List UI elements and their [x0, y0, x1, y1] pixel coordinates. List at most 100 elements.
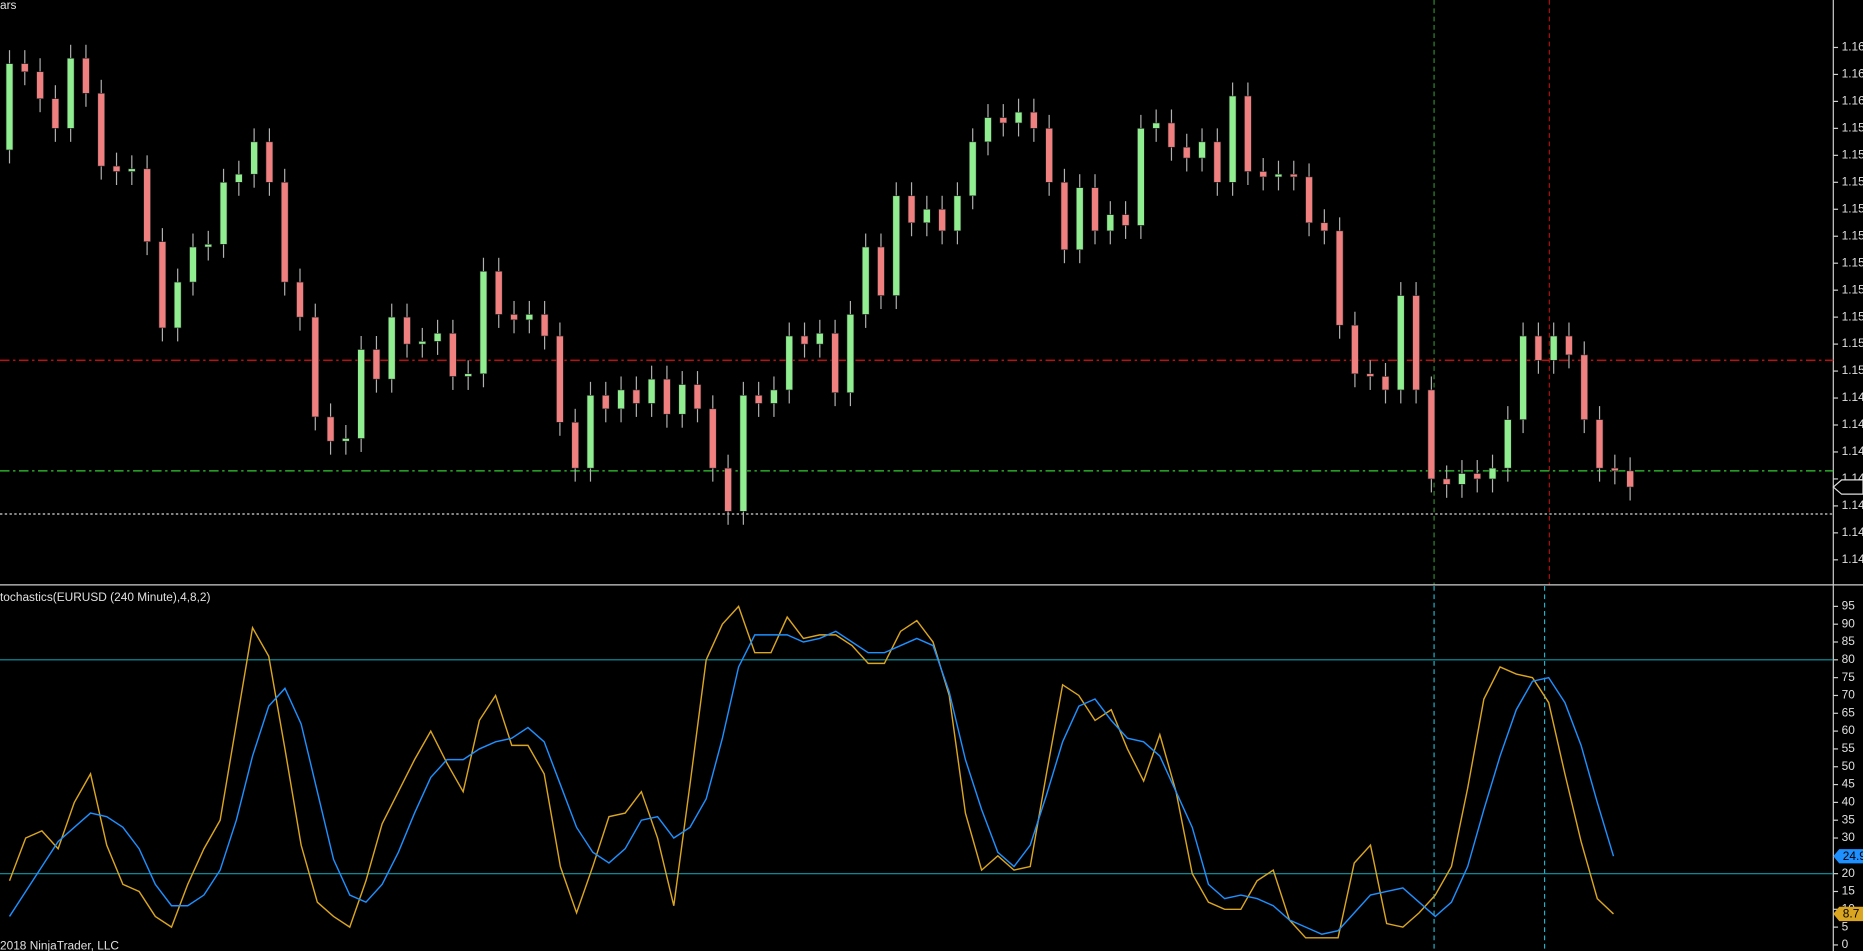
candle-body: [36, 71, 44, 99]
candle-body: [1228, 95, 1237, 183]
y-tick-label: 1.15: [1842, 363, 1863, 377]
y-tick-label: 55: [1842, 741, 1856, 755]
candle-body: [1427, 389, 1436, 480]
candle-body: [663, 378, 671, 415]
candle-body: [999, 117, 1008, 124]
y-tick-label: 1.15: [1842, 228, 1863, 242]
candle-body: [678, 384, 686, 415]
candle-body: [82, 57, 90, 94]
y-tick-label: 65: [1842, 705, 1856, 719]
candle-body: [1381, 376, 1390, 391]
candle-body: [1075, 187, 1084, 251]
last-value-label: 24.9: [1843, 849, 1863, 863]
candle-body: [846, 314, 855, 393]
candle-body: [923, 208, 931, 224]
candle-body: [617, 389, 625, 410]
y-tick-label: 95: [1842, 599, 1856, 613]
candle-body: [1183, 146, 1191, 159]
candle-body: [21, 63, 29, 73]
candle-body: [66, 57, 75, 129]
y-tick-label: 1.15: [1842, 121, 1863, 135]
y-tick-label: 1.14: [1842, 552, 1863, 566]
candle-body: [1351, 324, 1359, 375]
stochastic-line: [8, 630, 1615, 935]
candle-body: [296, 281, 304, 318]
candle-body: [1458, 473, 1466, 485]
candle-body: [510, 314, 518, 321]
candle-body: [158, 241, 167, 329]
y-tick-label: 1.15: [1842, 255, 1863, 269]
candle-body: [1580, 354, 1588, 420]
y-tick-label: 50: [1842, 759, 1856, 773]
candle-body: [97, 93, 105, 167]
candle-body: [357, 349, 365, 439]
candle-body: [1121, 214, 1130, 226]
last-value-box: [1833, 849, 1863, 864]
candle-body: [1014, 111, 1023, 124]
candle-body: [907, 195, 916, 224]
candle-body: [235, 173, 243, 183]
candle-body: [1167, 122, 1176, 148]
last-price-marker: [1832, 479, 1863, 495]
candle-body: [892, 195, 900, 296]
y-tick-label: 1.16: [1842, 94, 1863, 108]
candle-body: [754, 395, 763, 404]
y-tick-label: 35: [1842, 812, 1856, 826]
candle-body: [1366, 373, 1374, 377]
y-tick-label: 1.16: [1842, 40, 1863, 54]
candle-body: [1320, 222, 1329, 232]
candle-body: [1060, 181, 1069, 251]
candle-body: [709, 408, 717, 469]
candle-body: [51, 98, 60, 129]
candle-body: [816, 333, 824, 345]
candle-body: [495, 270, 503, 315]
candle-body: [1335, 230, 1344, 326]
candle-body: [173, 281, 182, 329]
candle-body: [449, 333, 457, 377]
y-tick-label: 60: [1842, 723, 1856, 737]
candle-body: [464, 373, 472, 377]
panel-title: tochastics(EURUSD (240 Minute),4,8,2): [0, 590, 211, 604]
y-tick-label: 1.15: [1842, 147, 1863, 161]
candle-body: [1504, 419, 1512, 469]
candle-body: [219, 181, 228, 245]
candle-body: [250, 141, 258, 175]
candle-body: [387, 316, 396, 380]
candle-body: [571, 422, 579, 469]
candle-body: [1137, 128, 1145, 226]
candle-body: [1030, 111, 1038, 129]
y-tick-label: 45: [1842, 777, 1856, 791]
candle-body: [265, 141, 274, 183]
y-tick-label: 1.15: [1842, 336, 1863, 350]
y-tick-label: 30: [1842, 830, 1856, 844]
candle-body: [5, 63, 14, 151]
candle-body: [861, 246, 870, 315]
candle-body: [877, 246, 885, 296]
y-tick-label: 40: [1842, 795, 1856, 809]
candle-body: [693, 384, 702, 410]
y-tick-label: 70: [1842, 688, 1856, 702]
y-tick-label: 1.15: [1842, 201, 1863, 215]
candle-body: [968, 141, 977, 197]
candle-body: [556, 335, 564, 423]
y-tick-label: 80: [1842, 652, 1856, 666]
y-tick-label: 1.14: [1842, 498, 1863, 512]
candle-body: [724, 467, 732, 512]
candle-body: [403, 316, 411, 345]
candle-body: [1045, 128, 1053, 183]
candle-body: [1519, 335, 1527, 420]
last-value-box: [1833, 906, 1863, 922]
copyright: 2018 NinjaTrader, LLC: [0, 938, 119, 951]
candle-body: [739, 395, 748, 512]
candle-body: [1259, 171, 1267, 178]
candle-body: [1412, 295, 1420, 391]
candle-body: [586, 395, 595, 469]
candle-body: [632, 389, 641, 404]
candle-body: [1442, 478, 1451, 485]
candle-body: [831, 333, 839, 393]
y-tick-label: 1.14: [1842, 390, 1863, 404]
candle-body: [984, 117, 992, 143]
